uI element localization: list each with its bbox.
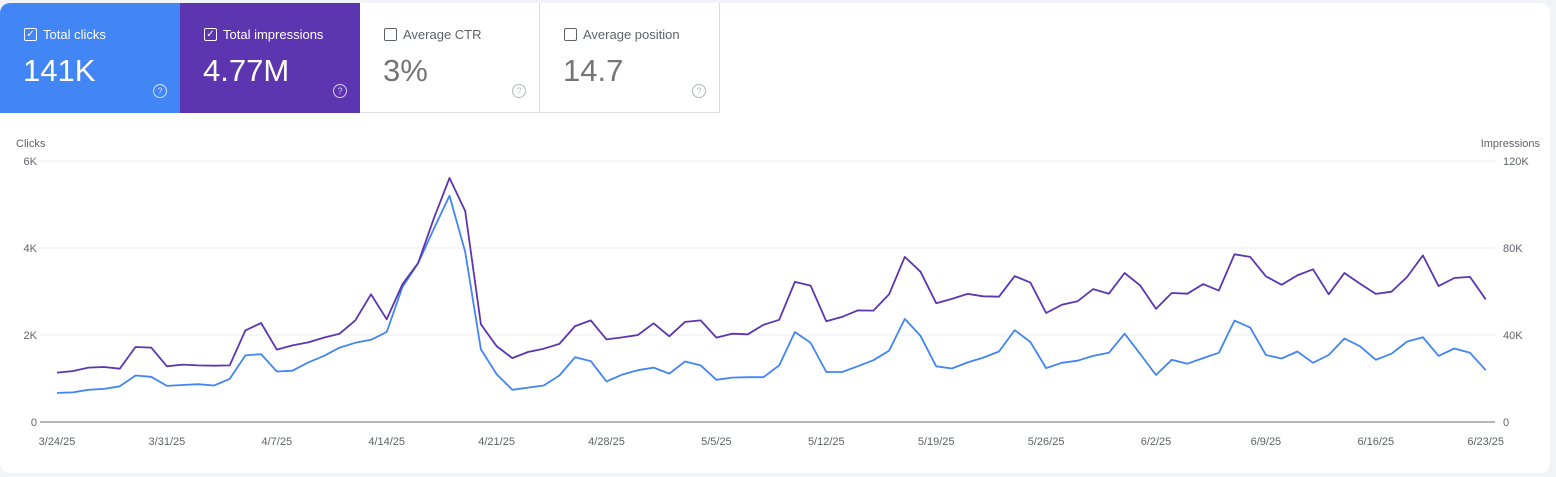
checkbox-unchecked-icon[interactable] [564,28,577,41]
x-tick-label: 3/31/25 [149,436,186,448]
x-tick-label: 5/12/25 [808,436,845,448]
left-tick-label: 0 [31,417,37,429]
metric-tile-average-position[interactable]: Average position 14.7 ? [540,3,720,113]
x-tick-label: 5/26/25 [1028,436,1065,448]
metric-value: 141K [23,53,96,88]
metric-value: 3% [383,53,428,88]
metric-label: Average CTR [403,27,482,42]
right-axis-label: Impressions [1481,138,1541,150]
x-tick-label: 4/21/25 [478,436,515,448]
check-icon[interactable]: ✓ [204,28,217,41]
right-tick-label: 40K [1503,330,1523,342]
help-circle-icon[interactable]: ? [153,84,167,98]
help-circle-icon[interactable]: ? [692,84,706,98]
x-tick-label: 4/14/25 [368,436,405,448]
left-tick-label: 2K [24,330,38,342]
left-tick-label: 4K [24,243,38,255]
left-tick-label: 6K [24,156,38,168]
series-line-impressions [56,177,1487,374]
x-tick-label: 5/19/25 [918,436,955,448]
metric-label: Total impressions [223,27,324,42]
x-tick-label: 4/28/25 [588,436,625,448]
help-circle-icon[interactable]: ? [512,84,526,98]
metric-tile-average-ctr[interactable]: Average CTR 3% ? [360,3,540,113]
right-tick-label: 80K [1503,243,1523,255]
metric-label: Total clicks [43,27,106,42]
help-circle-icon[interactable]: ? [333,84,347,98]
x-tick-label: 6/9/25 [1251,436,1282,448]
right-tick-label: 120K [1503,156,1529,168]
x-tick-label: 6/16/25 [1357,436,1394,448]
checkbox-unchecked-icon[interactable] [384,28,397,41]
check-icon[interactable]: ✓ [24,28,37,41]
x-tick-label: 6/23/25 [1467,436,1504,448]
performance-card: ✓ Total clicks 141K ? ✓ Total impressions … [0,3,1550,473]
metric-value: 4.77M [203,53,290,88]
metric-label: Average position [583,27,680,42]
x-tick-label: 4/7/25 [262,436,293,448]
metric-value: 14.7 [563,53,624,88]
metric-tile-total-clicks[interactable]: ✓ Total clicks 141K ? [0,3,180,113]
x-tick-label: 6/2/25 [1141,436,1172,448]
right-tick-label: 0 [1503,417,1509,429]
series-line-clicks [56,194,1487,394]
x-tick-label: 5/5/25 [701,436,732,448]
metric-tile-total-impressions[interactable]: ✓ Total impressions 4.77M ? [180,3,360,113]
left-axis-label: Clicks [16,138,46,150]
x-tick-label: 3/24/25 [39,436,76,448]
